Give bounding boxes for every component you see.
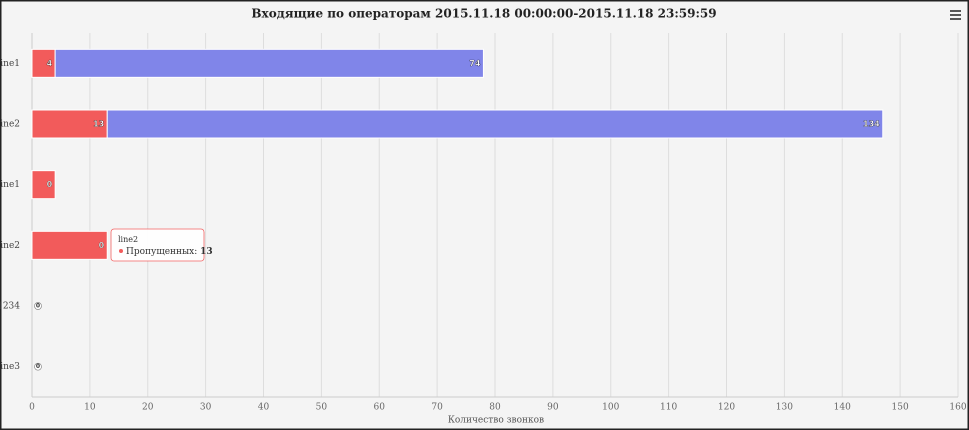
x-tick-label: 90: [547, 403, 559, 413]
x-tick-label: 50: [316, 403, 328, 413]
data-label: 0: [99, 241, 105, 250]
x-tick-label: 120: [718, 403, 735, 413]
x-tick-label: 100: [602, 403, 619, 413]
data-label: 74: [469, 59, 481, 68]
tooltip-box: [110, 228, 205, 262]
x-axis-title: Количество звонков: [448, 416, 544, 426]
x-tick-label: 150: [892, 403, 909, 413]
x-tick-label: 130: [776, 403, 793, 413]
data-label: 4: [47, 59, 53, 68]
data-label: 0: [36, 363, 40, 370]
x-tick-label: 10: [84, 403, 96, 413]
x-tick-label: 40: [258, 403, 270, 413]
tooltip-sep: :: [194, 247, 200, 257]
menu-icon[interactable]: [950, 10, 961, 20]
bar-segment: [106, 109, 884, 139]
y-tick-label: line2: [0, 120, 20, 130]
tooltip-marker: [119, 249, 123, 253]
tooltip-text: Пропущенных: 13: [126, 247, 213, 257]
y-tick-label: line3: [0, 362, 20, 372]
x-tick-label: 20: [142, 403, 154, 413]
x-tick-label: 80: [489, 403, 501, 413]
tooltip-value: 13: [200, 247, 213, 257]
x-tick-label: 70: [431, 403, 443, 413]
data-label: 13: [93, 120, 104, 129]
data-label-bg: [34, 362, 42, 371]
y-tick-label: 1234: [0, 302, 20, 312]
bar-segment: [31, 109, 108, 139]
bar-segment: [31, 230, 108, 260]
x-tick-label: 140: [834, 403, 851, 413]
x-tick-label: 160: [949, 403, 966, 413]
data-label: 0: [36, 303, 40, 310]
y-tick-label: line1: [0, 180, 20, 190]
tooltip-title: line2: [118, 235, 138, 244]
bar-segment: [54, 48, 484, 78]
y-tick-label: line2: [0, 241, 20, 251]
y-tick-label: line1: [0, 59, 20, 69]
x-tick-label: 110: [660, 403, 677, 413]
tooltip: line2 Пропущенных: 13: [110, 228, 213, 262]
x-tick-label: 60: [374, 403, 386, 413]
x-tick-label: 0: [29, 403, 35, 413]
data-label: 134: [863, 120, 880, 129]
tooltip-series: Пропущенных: [126, 247, 194, 257]
data-label-bg: [34, 302, 42, 310]
chart-title: Входящие по операторам 2015.11.18 00:00:…: [251, 7, 716, 21]
bar-segment: [31, 170, 56, 200]
data-label: 0: [47, 180, 53, 189]
x-tick-label: 30: [200, 403, 212, 413]
